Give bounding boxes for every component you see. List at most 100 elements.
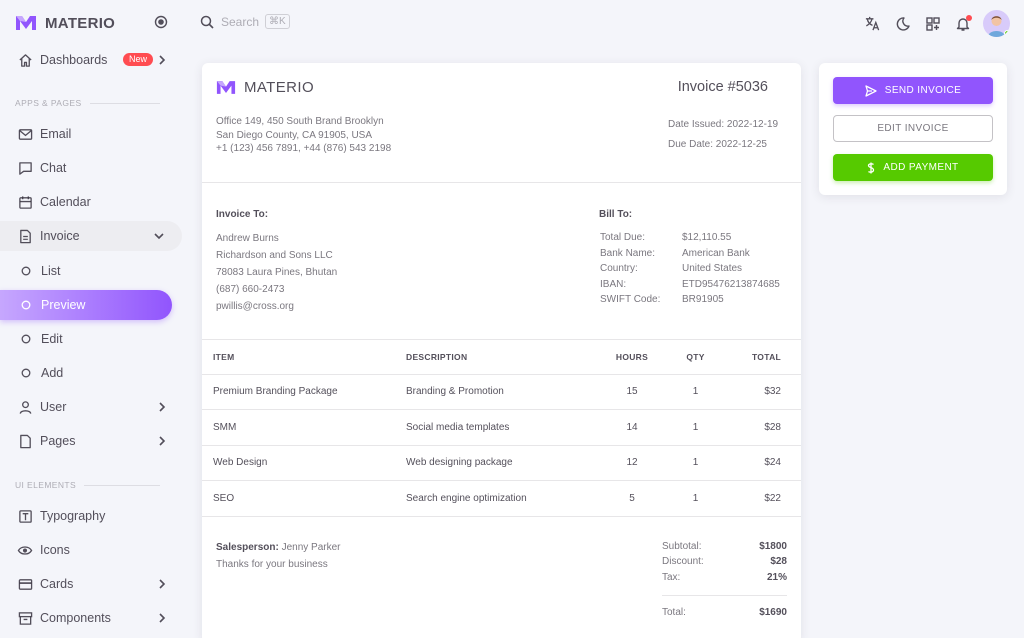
sidebar-item-cards[interactable]: Cards	[0, 569, 182, 599]
edit-invoice-button[interactable]: EDIT INVOICE	[833, 115, 993, 142]
materio-logo-icon	[15, 15, 37, 31]
chevron-right-icon	[158, 612, 166, 624]
sidebar-item-icons[interactable]: Icons	[0, 535, 182, 565]
dollar-icon	[867, 162, 883, 174]
send-icon	[865, 84, 885, 97]
sidebar-item-email[interactable]: Email	[0, 119, 182, 149]
totals-divider	[662, 595, 787, 597]
chevron-right-icon	[158, 54, 166, 66]
invoice-totals: Subtotal: $1800 Discount: $28 Tax: 21% Tota…	[662, 539, 787, 621]
apps-grid-icon[interactable]	[925, 16, 941, 32]
send-invoice-button[interactable]: SEND INVOICE	[833, 77, 993, 104]
invoice-items-table: ITEM DESCRIPTION HOURS QTY TOTAL Premium…	[202, 340, 801, 517]
collapse-toggle-icon[interactable]	[154, 15, 168, 29]
new-badge: New	[123, 53, 154, 66]
sidebar-item-invoice[interactable]: Invoice	[0, 221, 182, 251]
invoice-to: Invoice To: Andrew Burns Richardson and …	[216, 209, 338, 312]
search-shortcut: ⌘K	[265, 14, 290, 29]
sidebar-item-label: Cards	[40, 577, 74, 591]
table-row: SEO Search engine optimization 5 1 $22	[202, 480, 801, 517]
table-row: Premium Branding Package Branding & Promo…	[202, 374, 801, 410]
sidebar-item-label: Components	[40, 611, 111, 625]
topbar-actions	[850, 10, 1010, 37]
sidebar-item-chat[interactable]: Chat	[0, 153, 182, 183]
sidebar-item-add[interactable]: Add	[0, 358, 182, 388]
sidebar-item-label: Edit	[41, 332, 63, 346]
discount-value: $28	[770, 556, 787, 568]
circle-outline-icon	[18, 263, 34, 279]
sidebar-item-label: Chat	[40, 161, 67, 175]
sidebar-item-preview[interactable]: Preview	[0, 290, 172, 320]
sidebar-item-calendar[interactable]: Calendar	[0, 187, 182, 217]
salesperson-note: Salesperson: Jenny Parker Thanks for you…	[216, 539, 341, 573]
invoice-number: Invoice #5036	[677, 79, 768, 95]
invoice-dates: Date Issued: 2022-12-19 Due Date: 2022-1…	[668, 115, 788, 155]
sidebar-item-typography[interactable]: Typography	[0, 501, 182, 531]
notification-dot	[966, 14, 972, 21]
app-brand[interactable]: MATERIO	[15, 13, 115, 33]
sidebar-item-dashboards[interactable]: Dashboards New	[0, 45, 182, 75]
invoice-footer: Salesperson: Jenny Parker Thanks for you…	[202, 517, 801, 638]
bill-to: Bill To: Total Due: $12,110.55 Bank Name:…	[599, 209, 780, 306]
chevron-right-icon	[158, 401, 166, 413]
invoice-card: MATERIO Office 149, 450 South Brand Broo…	[202, 63, 801, 638]
total-value: $1690	[759, 607, 787, 619]
sidebar-item-components[interactable]: Components	[0, 603, 182, 633]
user-icon	[17, 399, 33, 415]
translate-icon[interactable]	[864, 15, 881, 32]
calendar-icon	[17, 194, 33, 210]
sidebar-item-label: Typography	[40, 509, 106, 523]
sidebar: MATERIO Dashboards New APPS & PAGES Emai…	[0, 0, 186, 638]
file-document-icon	[17, 228, 33, 244]
salesperson-label: Salesperson:	[216, 541, 279, 553]
sidebar-item-label: Dashboards	[40, 53, 108, 67]
search-icon	[200, 15, 214, 29]
avatar[interactable]	[983, 10, 1010, 37]
invoice-header: MATERIO Office 149, 450 South Brand Broo…	[202, 63, 801, 183]
bell-icon[interactable]	[955, 14, 972, 32]
mail-icon	[17, 126, 33, 142]
tax-value: 21%	[766, 571, 787, 583]
add-payment-button[interactable]: ADD PAYMENT	[833, 154, 993, 181]
search-bar[interactable]: Search ⌘K	[200, 14, 290, 29]
salesperson-name: Jenny Parker	[278, 541, 341, 553]
sidebar-item-label: Email	[40, 127, 72, 141]
home-icon	[17, 52, 33, 68]
invoice-actions-card: SEND INVOICE EDIT INVOICE ADD PAYMENT	[819, 63, 1007, 195]
sidebar-item-pages[interactable]: Pages	[0, 426, 182, 456]
chevron-down-icon	[153, 232, 165, 240]
circle-outline-icon	[18, 365, 34, 381]
sidebar-item-label: Pages	[40, 434, 76, 448]
chevron-right-icon	[158, 435, 166, 447]
eye-icon	[17, 542, 33, 558]
table-header-row: ITEM DESCRIPTION HOURS QTY TOTAL	[202, 340, 801, 375]
sidebar-item-list[interactable]: List	[0, 256, 182, 286]
table-row: Web Design Web designing package 12 1 $24	[202, 445, 801, 481]
sidebar-item-label: Icons	[40, 543, 70, 557]
chat-icon	[17, 160, 33, 176]
thanks-note: Thanks for your business	[216, 558, 328, 570]
sidebar-item-label: Calendar	[40, 195, 91, 209]
moon-icon[interactable]	[895, 16, 911, 32]
sidebar-item-user[interactable]: User	[0, 392, 182, 422]
due-date: Due Date: 2022-12-25	[668, 139, 767, 150]
archive-icon	[17, 610, 33, 626]
section-apps-pages: APPS & PAGES	[15, 98, 160, 108]
sidebar-item-label: User	[40, 400, 67, 414]
typography-icon	[17, 508, 33, 524]
section-ui-elements: UI ELEMENTS	[15, 480, 160, 490]
sidebar-item-label: Preview	[41, 298, 86, 312]
table-row: SMM Social media templates 14 1 $28	[202, 409, 801, 446]
invoice-brand: MATERIO	[216, 79, 314, 96]
file-icon	[17, 433, 33, 449]
online-status-dot	[1004, 30, 1010, 37]
invoice-brand-name: MATERIO	[244, 79, 315, 96]
circle-outline-icon	[18, 297, 34, 313]
sidebar-item-label: Add	[41, 366, 64, 380]
date-issued: Date Issued: 2022-12-19	[668, 119, 779, 130]
company-address: Office 149, 450 South Brand Brooklyn San…	[216, 116, 392, 154]
sidebar-item-edit[interactable]: Edit	[0, 324, 182, 354]
sidebar-item-label: List	[41, 264, 61, 278]
subtotal-value: $1800	[759, 540, 787, 552]
invoice-parties: Invoice To: Andrew Burns Richardson and …	[202, 183, 801, 340]
